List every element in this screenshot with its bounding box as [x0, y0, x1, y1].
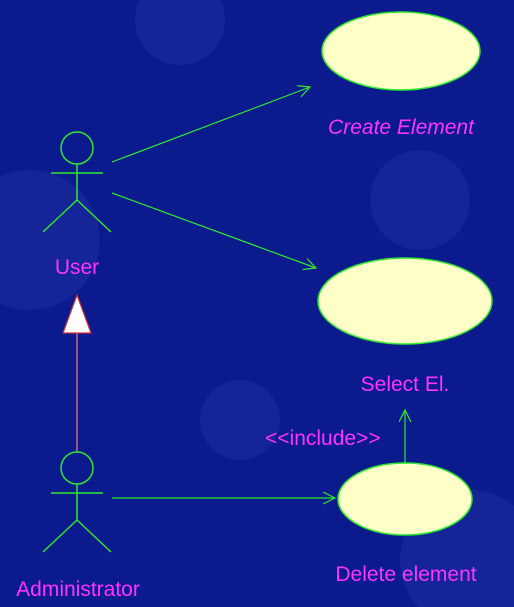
actor-administrator[interactable] — [42, 451, 112, 553]
use-case-select-el[interactable] — [317, 257, 493, 345]
use-case-delete-element-label: Delete element — [335, 563, 476, 586]
use-case-create-element[interactable] — [321, 11, 481, 91]
actor-administrator-head — [60, 451, 94, 485]
use-case-select-el-label: Select El. — [361, 373, 450, 396]
actor-administrator-label: Administrator — [16, 578, 140, 601]
generalization-arrowhead — [62, 293, 92, 334]
association-user-select[interactable] — [111, 192, 316, 268]
use-case-create-element-label: Create Element — [328, 116, 475, 139]
use-case-delete-element[interactable] — [337, 462, 473, 536]
actor-user-head — [60, 131, 94, 165]
actor-user-label: User — [55, 256, 99, 279]
actor-user[interactable] — [42, 131, 112, 233]
association-user-create[interactable] — [111, 87, 310, 163]
include-label: <<include>> — [265, 427, 381, 450]
